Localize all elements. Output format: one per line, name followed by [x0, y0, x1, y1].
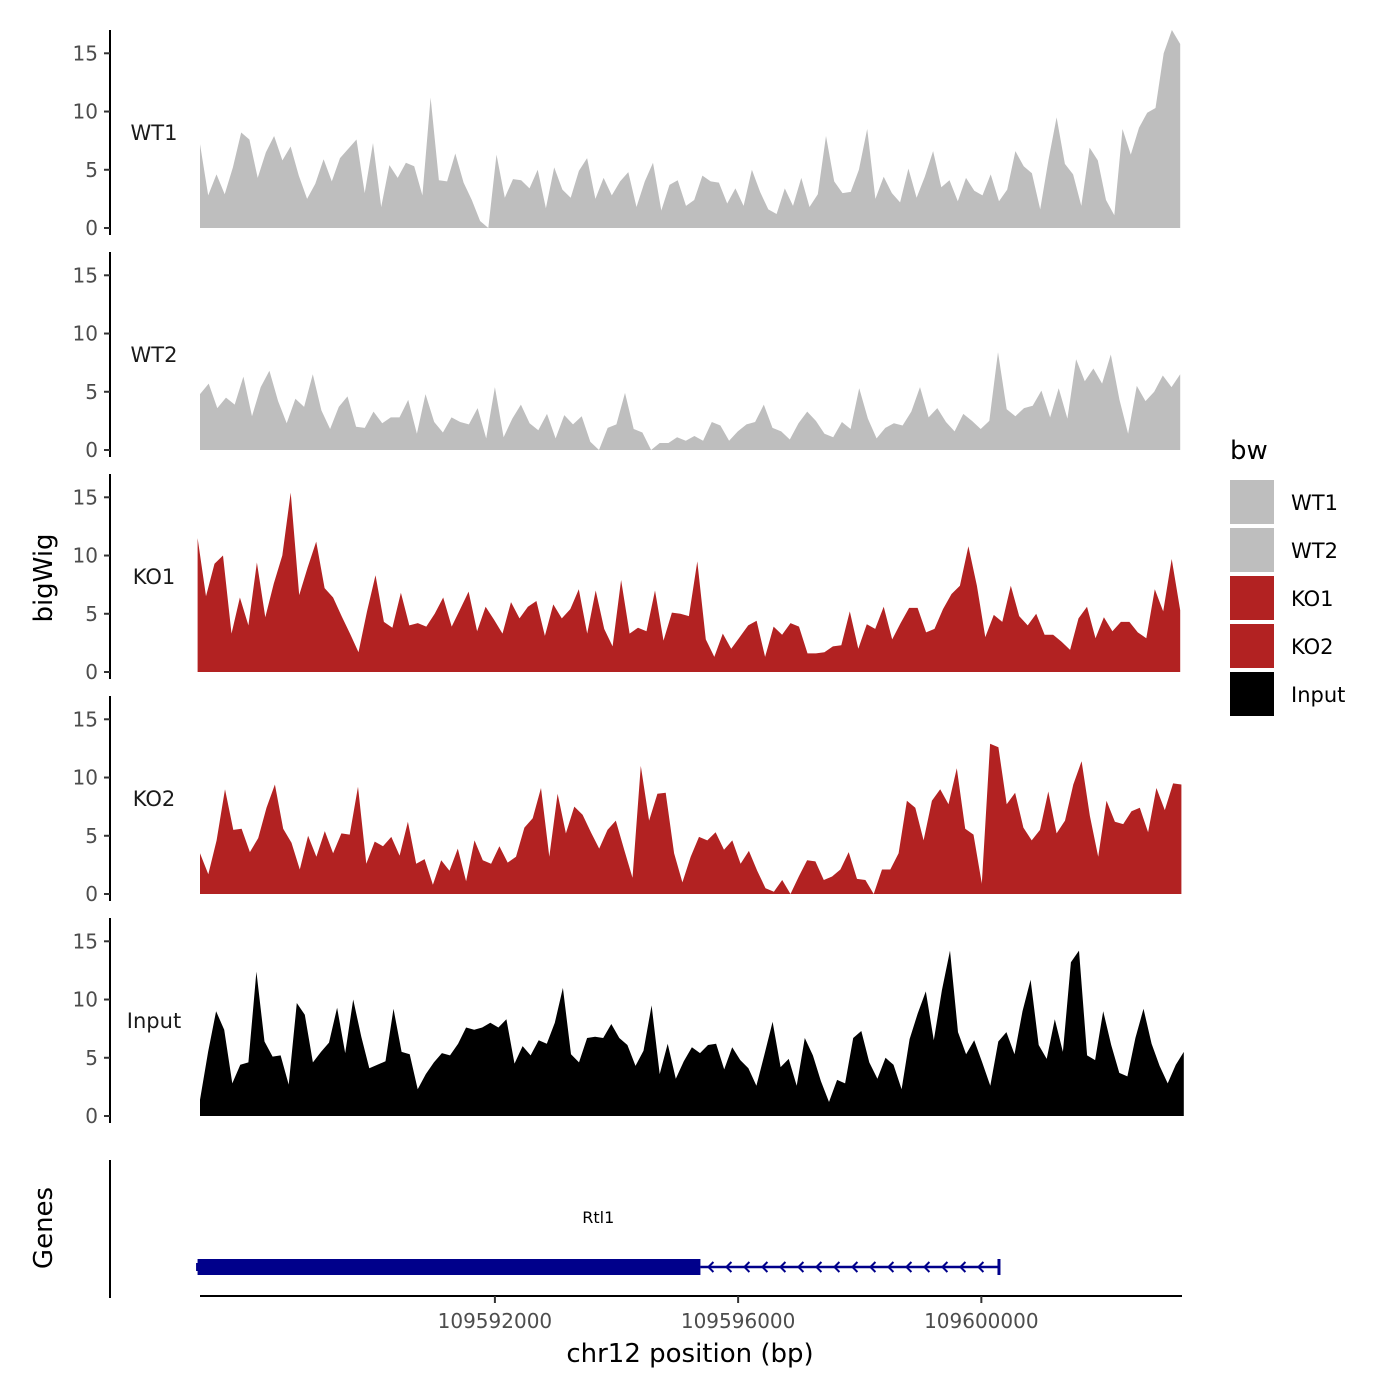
track-panel-ko2: 0 5 10 15 KO2: [73, 696, 1182, 906]
legend-swatch: [1230, 672, 1274, 716]
x-tick-label: 109592000: [438, 1309, 553, 1333]
y-tick-label: 10: [73, 544, 98, 568]
x-tick-label: 109596000: [681, 1309, 796, 1333]
track-label: WT2: [131, 343, 178, 367]
strand-arrow: [941, 1261, 949, 1273]
signal-area-ko2: [200, 743, 1182, 894]
y-tick-label: 5: [85, 1046, 98, 1070]
legend-label: KO1: [1291, 587, 1334, 611]
gene-panel-title: Genes: [29, 1187, 59, 1269]
y-tick-label: 15: [73, 707, 98, 731]
track-label: WT1: [131, 121, 178, 145]
strand-arrow: [905, 1261, 913, 1273]
legend-swatch: [1230, 576, 1274, 620]
x-tick-label: 109600000: [924, 1309, 1039, 1333]
x-axis-title: chr12 position (bp): [566, 1339, 813, 1369]
y-tick-label: 5: [85, 380, 98, 404]
signal-area-input: [200, 950, 1184, 1116]
y-tick-label: 5: [85, 824, 98, 848]
track-label: KO1: [133, 565, 176, 589]
track-label: KO2: [133, 787, 176, 811]
strand-arrow: [779, 1261, 787, 1273]
track-panel-ko1: 0 5 10 15 KO1: [73, 474, 1181, 684]
legend-items: WT1 WT2 KO1 KO2 Input: [1230, 480, 1345, 716]
legend-item-wt1: WT1: [1230, 480, 1338, 524]
strand-arrow: [797, 1261, 805, 1273]
y-tick-label: 10: [73, 100, 98, 124]
y-tick-label: 5: [85, 602, 98, 626]
signal-area-wt2: [200, 352, 1181, 450]
strand-arrow: [869, 1261, 877, 1273]
y-tick-label: 15: [73, 485, 98, 509]
y-tick-label: 0: [85, 1104, 98, 1128]
y-tick-label: 10: [73, 766, 98, 790]
track-panel-input: 0 5 10 15 Input: [73, 918, 1184, 1128]
strand-arrow: [743, 1261, 751, 1273]
legend-item-ko2: KO2: [1230, 624, 1334, 668]
track-panel-wt1: 0 5 10 15 WT1: [73, 30, 1181, 240]
legend-title: bw: [1230, 436, 1268, 466]
y-tick-label: 0: [85, 216, 98, 240]
legend-swatch: [1230, 624, 1274, 668]
x-axis-ticks: 109592000 109596000 109600000: [438, 1296, 1039, 1333]
gene-exon-block: [197, 1259, 701, 1275]
strand-arrow: [923, 1261, 931, 1273]
strand-arrow: [887, 1261, 895, 1273]
track-label: Input: [127, 1009, 181, 1033]
strand-arrow: [851, 1261, 859, 1273]
track-panel-wt2: 0 5 10 15 WT2: [73, 252, 1181, 462]
strand-arrow: [707, 1261, 715, 1273]
y-tick-label: 15: [73, 929, 98, 953]
legend-swatch: [1230, 528, 1274, 572]
y-axis-title: bigWig: [29, 533, 59, 622]
legend: bw WT1 WT2 KO1 KO2 Input: [1230, 436, 1345, 716]
strand-arrow: [977, 1261, 985, 1273]
y-tick-label: 5: [85, 158, 98, 182]
y-tick-label: 0: [85, 882, 98, 906]
legend-label: KO2: [1291, 635, 1334, 659]
strand-arrow: [761, 1261, 769, 1273]
strand-arrow: [815, 1261, 823, 1273]
legend-item-input: Input: [1230, 672, 1345, 716]
track-panels: 0 5 10 15 WT1 0 5 10 15 WT2 0 5 10 15 KO1 0 5 10 15 KO2 0 5 10…: [73, 30, 1184, 1128]
legend-swatch: [1230, 480, 1274, 524]
legend-label: WT1: [1291, 491, 1338, 515]
legend-item-ko1: KO1: [1230, 576, 1334, 620]
gene-panel: Rtl1: [109, 1160, 1001, 1298]
legend-label: Input: [1291, 683, 1345, 707]
gene-label: Rtl1: [582, 1208, 614, 1227]
signal-area-wt1: [200, 30, 1181, 228]
y-tick-label: 10: [73, 988, 98, 1012]
strand-arrow: [725, 1261, 733, 1273]
legend-label: WT2: [1291, 539, 1338, 563]
legend-item-wt2: WT2: [1230, 528, 1338, 572]
y-tick-label: 0: [85, 438, 98, 462]
strand-arrow: [959, 1261, 967, 1273]
y-tick-label: 15: [73, 263, 98, 287]
y-tick-label: 10: [73, 322, 98, 346]
y-tick-label: 0: [85, 660, 98, 684]
strand-arrow: [833, 1261, 841, 1273]
signal-area-ko1: [197, 492, 1181, 672]
y-tick-label: 15: [73, 41, 98, 65]
